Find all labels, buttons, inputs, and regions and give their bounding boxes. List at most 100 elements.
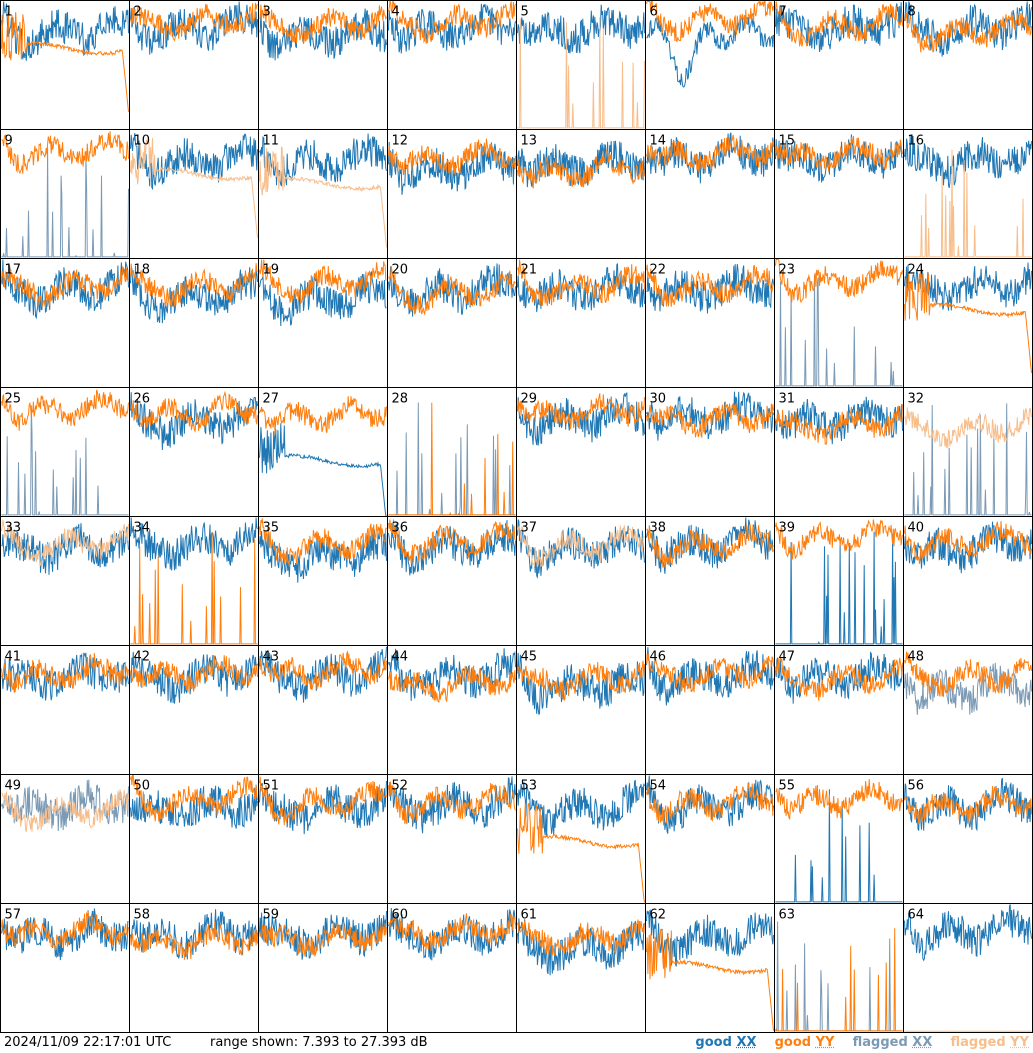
- series-yy-line: [517, 525, 645, 568]
- panel-6: 6: [645, 0, 775, 130]
- panel-60: 60: [387, 903, 517, 1033]
- panel-label: 61: [521, 908, 538, 923]
- panel-frame: [903, 774, 1033, 904]
- series-yy-line: [388, 138, 516, 176]
- series-yy-line: [646, 401, 774, 439]
- panel-label: 21: [521, 263, 538, 278]
- panel-frame: [258, 258, 388, 388]
- panel-label: 34: [134, 521, 151, 536]
- series-xx-line: [388, 141, 516, 195]
- panel-4: 4: [387, 0, 517, 130]
- panel-63: 63: [774, 903, 904, 1033]
- panel-50: 50: [129, 774, 259, 904]
- panel-62: 62: [645, 903, 775, 1033]
- panel-59: 59: [258, 903, 388, 1033]
- series-xx-line: [775, 789, 903, 903]
- panel-label: 64: [908, 908, 925, 923]
- series-yy-line: [775, 135, 903, 172]
- panel-39: 39: [774, 516, 904, 646]
- panel-23: 23: [774, 258, 904, 388]
- panel-label: 20: [392, 263, 409, 278]
- series-yy-line: [1, 12, 129, 112]
- series-xx-line: [259, 270, 387, 327]
- panel-44: 44: [387, 645, 517, 775]
- panel-label: 56: [908, 779, 925, 794]
- series-yy-line: [1, 131, 129, 175]
- footer-bar: 2024/11/09 22:17:01 UTC range shown: 7.3…: [0, 1033, 1033, 1053]
- panel-frame: [903, 516, 1033, 646]
- legend: good XX good YY flagged XX flagged YY: [681, 1033, 1029, 1053]
- panel-label: 38: [650, 521, 667, 536]
- panel-10: 10: [129, 129, 259, 259]
- panel-frame: [774, 903, 904, 1033]
- series-xx-line: [517, 4, 645, 54]
- panel-58: 58: [129, 903, 259, 1033]
- panel-label: 26: [134, 392, 151, 407]
- series-yy-line: [1, 789, 129, 832]
- panel-label: 40: [908, 521, 925, 536]
- panel-13: 13: [516, 129, 646, 259]
- panel-label: 6: [650, 5, 658, 20]
- series-xx-line: [388, 3, 516, 54]
- panel-22: 22: [645, 258, 775, 388]
- panel-label: 41: [5, 650, 22, 665]
- series-xx-line: [1, 908, 129, 961]
- panel-21: 21: [516, 258, 646, 388]
- panel-label: 25: [5, 392, 22, 407]
- panel-25: 25: [0, 387, 130, 517]
- series-yy-line: [259, 650, 387, 691]
- series-yy-line: [517, 259, 645, 306]
- series-xx-line: [1, 779, 129, 832]
- panel-label: 18: [134, 263, 151, 278]
- panel-label: 2: [134, 5, 142, 20]
- panel-frame: [516, 129, 646, 259]
- panel-35: 35: [258, 516, 388, 646]
- series-yy-line: [388, 781, 516, 825]
- panel-label: 46: [650, 650, 667, 665]
- panel-53: 53: [516, 774, 646, 904]
- panel-label: 54: [650, 779, 667, 794]
- panel-label: 44: [392, 650, 409, 665]
- panel-label: 43: [263, 650, 280, 665]
- series-yy-line: [1, 653, 129, 693]
- panel-frame: [774, 387, 904, 517]
- series-xx-line: [646, 16, 774, 88]
- panel-frame: [0, 774, 130, 904]
- legend-good-xx: good XX: [695, 1035, 756, 1050]
- panel-29: 29: [516, 387, 646, 517]
- panel-12: 12: [387, 129, 517, 259]
- panel-24: 24: [903, 258, 1033, 388]
- series-xx-line: [130, 392, 258, 451]
- panel-label: 32: [908, 392, 925, 407]
- panel-20: 20: [387, 258, 517, 388]
- legend-good-yy: good YY: [775, 1035, 835, 1050]
- panel-frame: [387, 129, 517, 259]
- legend-flagged-xx-status: flagged: [852, 1035, 908, 1050]
- series-yy-line: [517, 919, 645, 957]
- panel-label: 15: [779, 134, 796, 149]
- panel-64: 64: [903, 903, 1033, 1033]
- series-xx-line: [1, 1, 129, 61]
- panel-47: 47: [774, 645, 904, 775]
- series-yy-line: [1, 265, 129, 309]
- series-yy-line: [904, 149, 1032, 258]
- series-xx-line: [130, 133, 258, 191]
- series-yy-line: [130, 263, 258, 307]
- series-yy-line: [646, 928, 774, 1031]
- panel-label: 4: [392, 5, 400, 20]
- panel-8: 8: [903, 0, 1033, 130]
- series-xx-line: [259, 133, 387, 187]
- series-xx-line: [904, 134, 1032, 189]
- panel-36: 36: [387, 516, 517, 646]
- series-xx-line: [646, 775, 774, 834]
- panel-label: 22: [650, 263, 667, 278]
- panel-5: 5: [516, 0, 646, 130]
- panel-34: 34: [129, 516, 259, 646]
- panel-label: 63: [779, 908, 796, 923]
- panel-31: 31: [774, 387, 904, 517]
- series-yy-line: [388, 0, 516, 44]
- panel-48: 48: [903, 645, 1033, 775]
- panel-frame: [258, 774, 388, 904]
- panel-label: 55: [779, 779, 796, 794]
- panel-label: 36: [392, 521, 409, 536]
